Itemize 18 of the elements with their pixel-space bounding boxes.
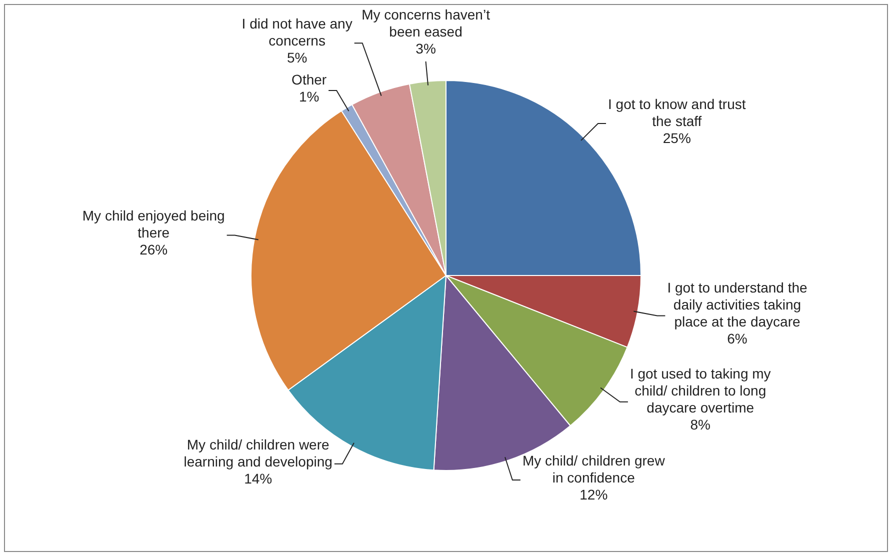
data-label: 14%	[244, 470, 272, 486]
data-label: 25%	[662, 130, 691, 146]
data-label: 1%	[298, 88, 320, 104]
data-label: 6%	[727, 330, 748, 347]
slice-label: I got to understand the daily activities taking place at the daycare	[667, 280, 808, 330]
data-label: 5%	[286, 49, 308, 66]
slice-label: My child/ children grew in confidence	[522, 452, 666, 486]
slice-label: My child/ children were learning and developing	[184, 436, 332, 470]
slice-label: My concerns haven’t been eased	[362, 6, 490, 40]
slice-label: My child enjoyed being there	[82, 208, 225, 241]
data-label: 8%	[690, 416, 710, 433]
slice-label: Other	[292, 71, 327, 88]
slice-label: I got to know and trust the staff	[608, 96, 746, 129]
data-label: 26%	[140, 242, 168, 258]
slice-label: I got used to taking my child/ children to long daycare overtime	[630, 366, 771, 416]
data-label: 3%	[416, 40, 436, 56]
data-label: 12%	[580, 486, 608, 502]
slice-label: I did not have any concerns	[242, 15, 352, 48]
